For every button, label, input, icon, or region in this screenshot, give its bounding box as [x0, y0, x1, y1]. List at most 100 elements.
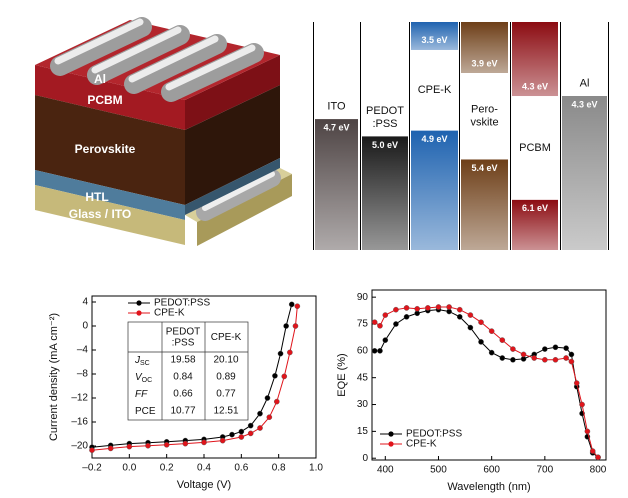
series-marker	[393, 321, 399, 327]
band-shade	[562, 96, 607, 250]
y-tick-label: 0	[362, 453, 368, 464]
series-marker	[499, 355, 506, 361]
legend-marker	[388, 431, 394, 437]
plot-frame	[371, 289, 607, 461]
al-strip	[161, 43, 264, 102]
series-marker	[163, 441, 170, 448]
series-marker	[247, 430, 254, 437]
x-tick-label: 1.0	[309, 463, 323, 474]
series-marker	[425, 305, 431, 311]
legend-label: PEDOT:PSS	[154, 298, 210, 309]
y-axis-label: EQE (%)	[336, 353, 348, 396]
table-cell: 0.84	[173, 372, 193, 383]
perovskite-front	[35, 95, 185, 205]
series-marker	[531, 355, 538, 361]
series-marker	[145, 442, 151, 449]
table-header-line: :PSS	[172, 337, 195, 348]
series-marker	[377, 348, 383, 354]
series-marker	[510, 356, 516, 363]
series-marker	[238, 428, 245, 435]
band-shade	[512, 22, 558, 97]
al-strip	[87, 25, 190, 85]
level-label: 4.3 eV	[522, 81, 548, 91]
series-marker	[563, 355, 569, 361]
level-label: 4.9 eV	[421, 134, 447, 144]
material-name: Al	[580, 77, 590, 89]
series-marker	[257, 425, 263, 431]
y-tick-label: 0	[82, 321, 88, 332]
series-marker	[371, 348, 378, 354]
series-marker	[294, 303, 301, 310]
legend-label: CPE-K	[154, 308, 185, 319]
level-label: 3.5 eV	[421, 35, 447, 45]
series-marker	[563, 345, 569, 351]
series-marker	[107, 445, 114, 452]
material-name-line: PCBM	[519, 142, 551, 154]
band-shade	[461, 159, 508, 250]
row-label-main: FF	[135, 389, 148, 400]
y-tick-label: –16	[71, 417, 88, 428]
glass-right	[197, 174, 292, 246]
x-axis-label: Wavelength (nm)	[447, 481, 530, 493]
layer-label: HTL	[85, 190, 108, 204]
material-name-line: vskite	[470, 117, 498, 129]
series-marker	[182, 440, 189, 447]
series-marker	[552, 356, 559, 363]
series-marker	[377, 322, 383, 329]
series-marker	[273, 398, 280, 405]
series-marker	[288, 301, 295, 308]
pcbm-right	[185, 55, 280, 130]
material-name: Pero-vskite	[470, 104, 498, 129]
band-shade	[411, 22, 458, 50]
table-cell: 12.51	[213, 406, 238, 417]
series-marker	[542, 356, 548, 363]
level-label: 4.7 eV	[323, 122, 349, 132]
series-marker	[283, 323, 289, 329]
series-marker	[414, 305, 421, 312]
table-cell: 0.66	[173, 389, 193, 400]
series-marker	[488, 349, 495, 356]
y-tick-label: –4	[77, 345, 89, 356]
x-tick-label: 0.0	[122, 463, 136, 474]
level-label: 3.9 eV	[471, 58, 497, 68]
series-marker	[266, 414, 273, 421]
material-name: ITO	[327, 100, 346, 112]
row-label-main: J	[134, 355, 141, 366]
material-name: PEDOT:PSS	[366, 105, 404, 130]
series-marker	[371, 319, 378, 326]
layer-label: Perovskite	[75, 142, 136, 156]
series-marker	[499, 337, 506, 343]
series-marker	[456, 306, 463, 313]
table-header: PEDOT:PSS	[166, 326, 200, 348]
series-marker	[264, 395, 271, 401]
al-strip-hl	[54, 18, 144, 65]
y-tick-label: –8	[77, 369, 89, 380]
y-tick-label: 4	[82, 297, 88, 308]
series-marker	[238, 434, 245, 440]
series-marker	[277, 350, 284, 357]
level-label: 6.1 eV	[522, 203, 548, 213]
legend-marker	[388, 441, 394, 447]
perovskite-right	[185, 85, 280, 205]
series-marker	[488, 328, 495, 334]
material-name: CPE-K	[418, 84, 452, 96]
band-shade	[315, 119, 358, 250]
band-shade	[461, 22, 508, 73]
material-name-line: Al	[580, 77, 590, 89]
series-marker	[247, 422, 254, 429]
y-tick-label: –20	[71, 441, 88, 452]
layer-label: Al	[94, 72, 106, 86]
series-marker	[219, 437, 226, 444]
table-row-label: PCE	[135, 406, 156, 417]
material-name: PCBM	[519, 142, 551, 154]
y-tick-label: 75	[357, 319, 369, 330]
series-marker	[403, 314, 410, 320]
row-label-main: PCE	[135, 406, 156, 417]
y-tick-label: 30	[357, 399, 369, 410]
series-marker	[589, 448, 596, 454]
table-row-label: VOC	[135, 372, 152, 384]
series-marker	[89, 447, 95, 454]
x-tick-label: –0.2	[82, 463, 102, 474]
legend-marker	[136, 300, 142, 306]
